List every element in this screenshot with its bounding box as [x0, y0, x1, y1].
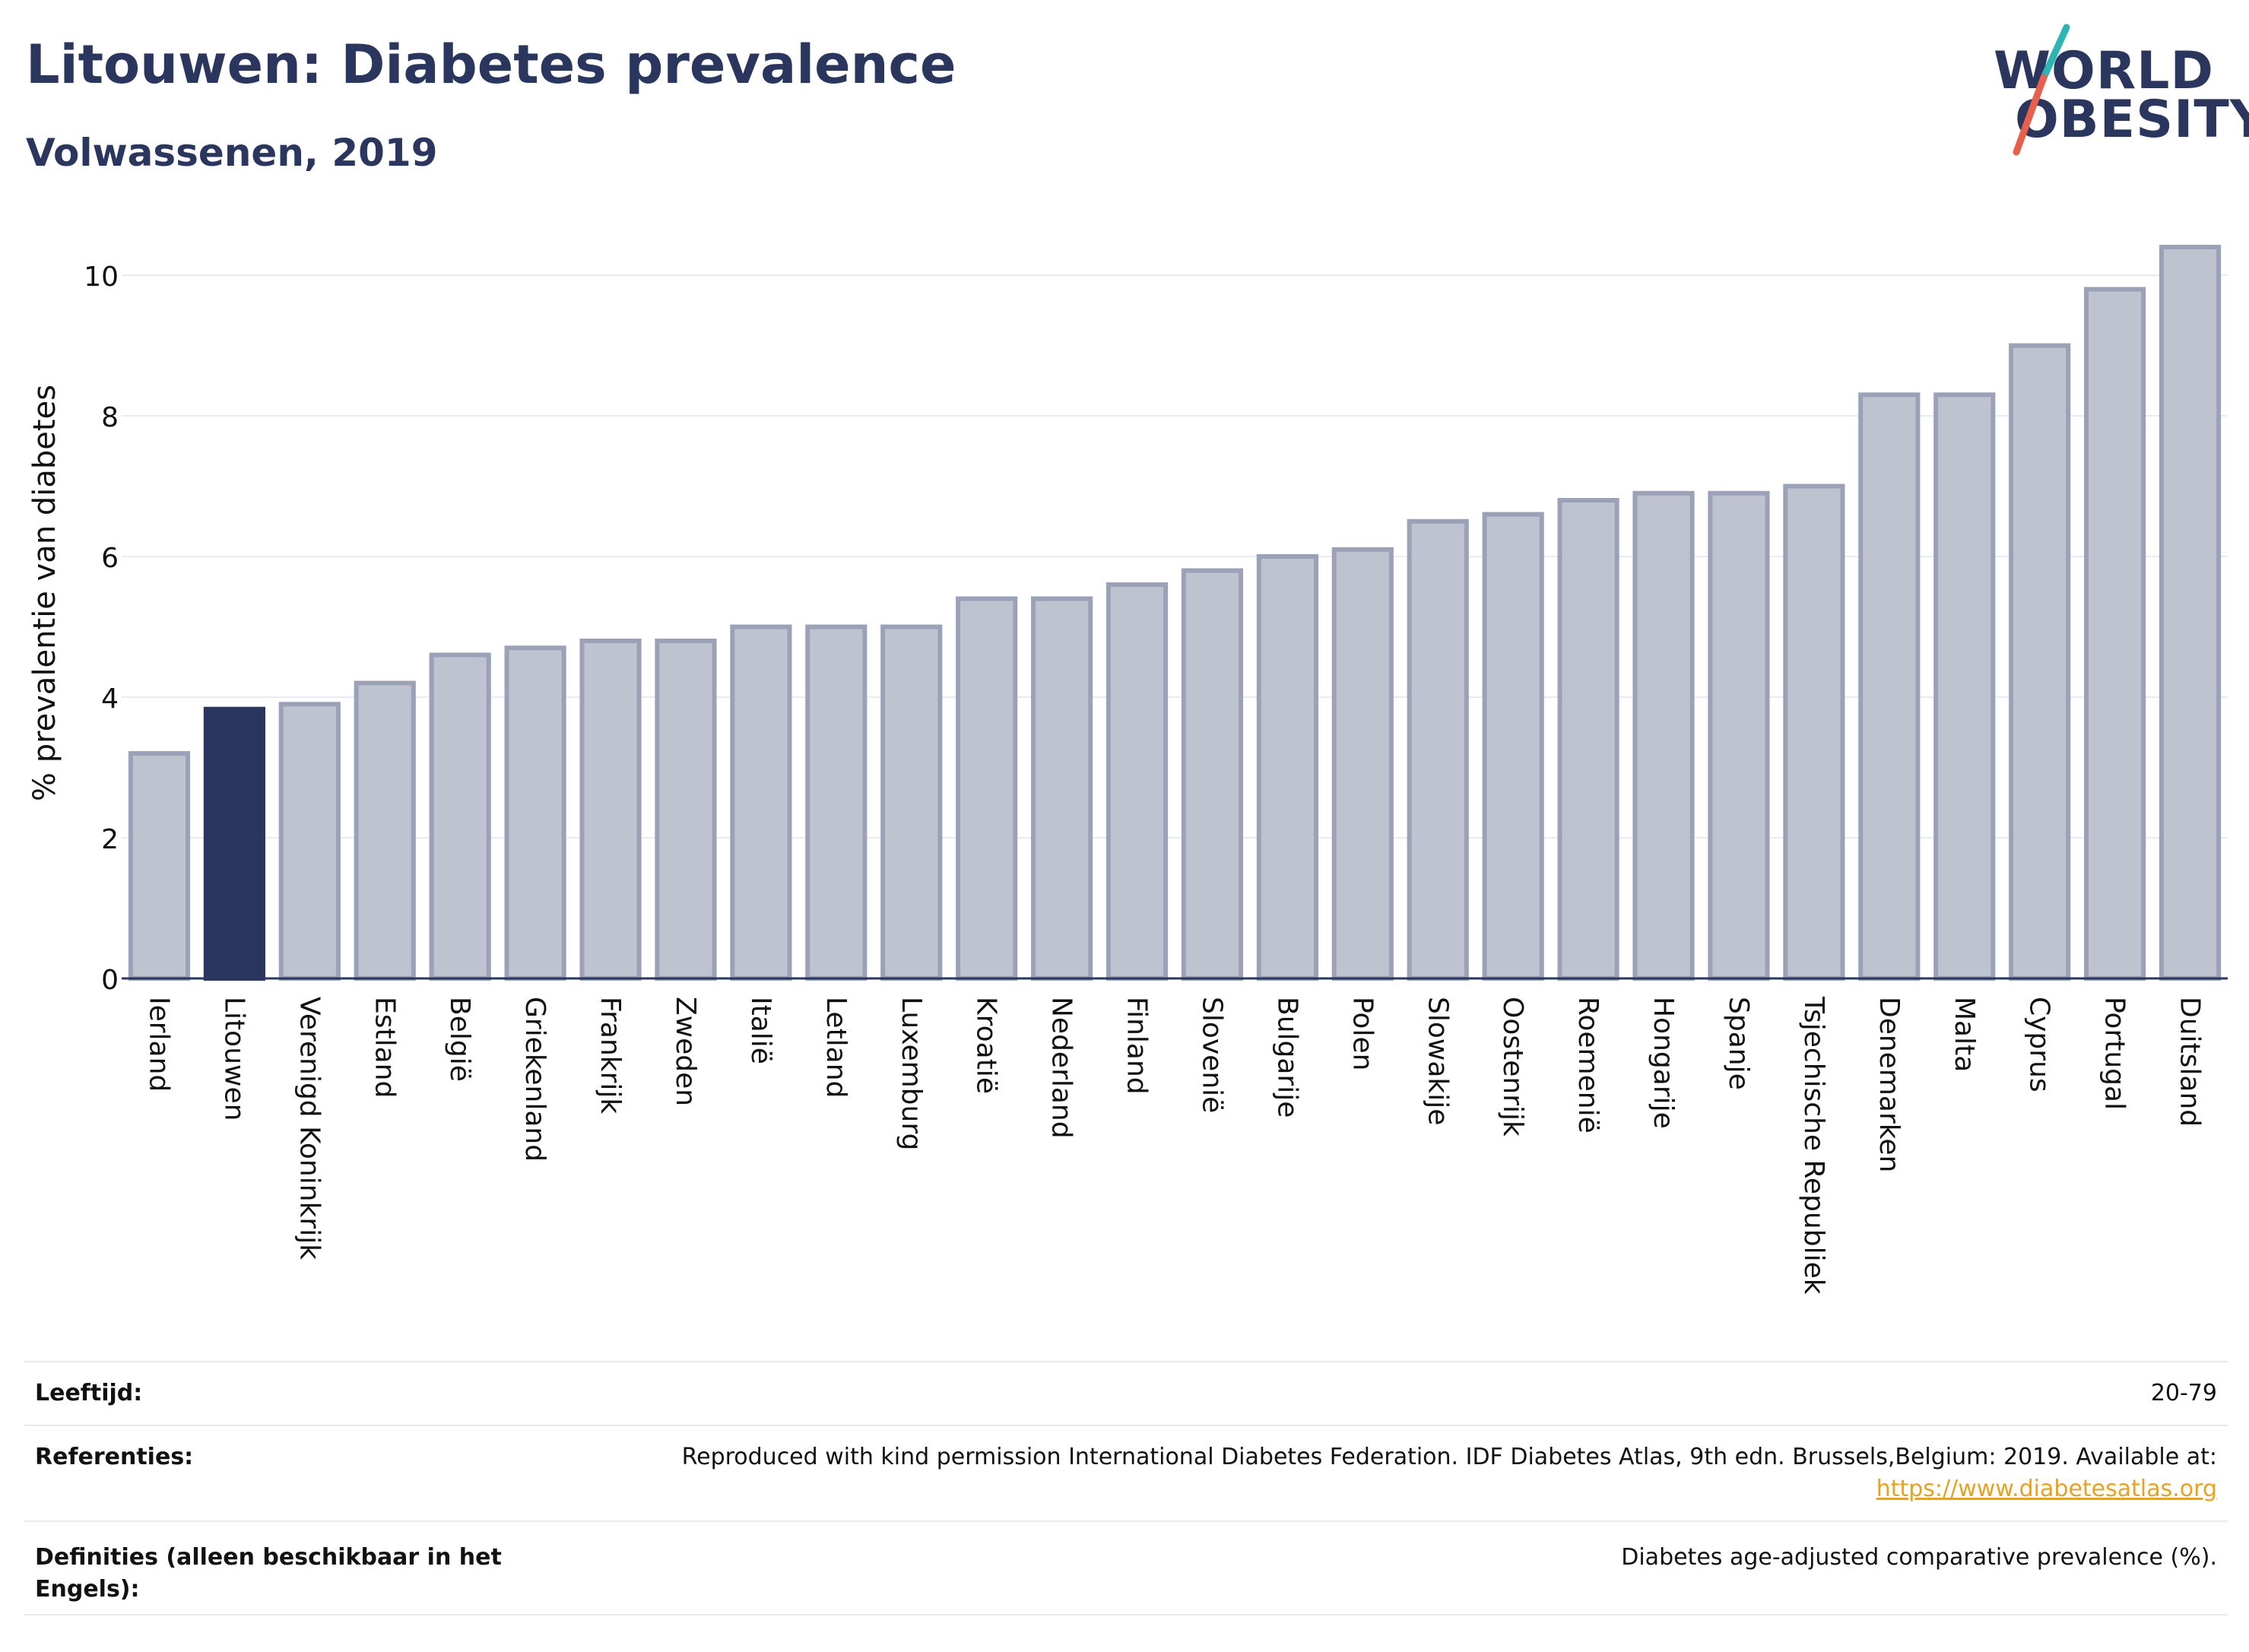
y-tick-label: 8: [101, 402, 119, 433]
x-tick-label: Polen: [1347, 997, 1378, 1070]
x-tick-label: Litouwen: [218, 997, 249, 1121]
x-tick-label: Finland: [1121, 997, 1153, 1095]
info-value: Reproduced with kind permission Internat…: [682, 1441, 2217, 1505]
bar-verenigd-koninkrijk: [278, 702, 341, 981]
y-tick-labels: 0 2 4 6 8 10: [84, 262, 119, 996]
bar-bulgarije: [1256, 554, 1318, 981]
bar-kroatië: [956, 596, 1018, 981]
x-tick-label: Duitsland: [2174, 997, 2206, 1127]
x-tick-label: Zweden: [670, 997, 701, 1106]
info-key: Leeftijd:: [35, 1380, 143, 1406]
info-table: Leeftijd: 20-79 Referenties: Reproduced …: [24, 1361, 2228, 1618]
logo-line-1: WORLD: [1994, 41, 2214, 101]
bar-tsjechische-republiek: [1783, 484, 1845, 981]
y-tick-label: 10: [84, 262, 119, 293]
x-tick-label: Spanje: [1723, 997, 1754, 1090]
info-key: Referenties:: [35, 1444, 194, 1470]
x-tick-label: Oostenrijk: [1497, 997, 1528, 1137]
x-tick-label: Malta: [1949, 997, 1980, 1072]
bar-finland: [1105, 582, 1169, 981]
bar-zweden: [655, 639, 717, 981]
x-tick-label: Tsjechische Republiek: [1798, 996, 1829, 1295]
x-tick-label: Cyprus: [2024, 997, 2055, 1092]
info-value: 20-79: [2150, 1380, 2217, 1406]
x-tick-labels: Ierland Litouwen Verenigd Koninkrijk Estlan…: [143, 996, 2205, 1295]
reference-link[interactable]: https://www.diabetesatlas.org: [1876, 1476, 2217, 1502]
bar-denemarken: [1858, 392, 1921, 981]
info-value: Diabetes age-adjusted comparative preval…: [1621, 1544, 2217, 1571]
world-obesity-logo: WORLD OBESITY: [1977, 23, 2249, 160]
bar-estland: [354, 680, 416, 981]
logo-line-2: OBESITY: [2015, 90, 2249, 150]
bar-slovenië: [1181, 568, 1244, 981]
bar-polen: [1331, 547, 1394, 981]
x-tick-label: Denemarken: [1873, 997, 1905, 1172]
bar-ierland: [128, 751, 191, 981]
bars: [128, 245, 2222, 981]
chart-title: Litouwen: Diabetes prevalence: [26, 33, 956, 96]
x-tick-label: Hongarije: [1648, 997, 1679, 1129]
x-tick-label: Letland: [820, 997, 852, 1098]
x-tick-label: Ierland: [143, 997, 174, 1092]
bar-hongarije: [1632, 490, 1695, 981]
info-key: Definities (alleen beschikbaar in het En…: [35, 1544, 502, 1603]
x-tick-label: Slovenië: [1196, 997, 1227, 1113]
bar-nederland: [1031, 596, 1093, 981]
bar-malta: [1933, 392, 1996, 981]
bar-duitsland: [2159, 245, 2222, 981]
bar-litouwen: [203, 706, 265, 981]
x-tick-label: Bulgarije: [1271, 997, 1302, 1118]
info-row-age: Leeftijd: 20-79: [24, 1361, 2228, 1425]
chart-subtitle: Volwassenen, 2019: [26, 131, 438, 175]
bar-portugal: [2084, 287, 2146, 981]
y-axis-label: % prevalentie van diabetes: [27, 385, 62, 801]
logo-slash-icon: [2013, 24, 2070, 156]
bar-belgië: [429, 652, 491, 981]
x-tick-label: Slowakije: [1422, 997, 1453, 1125]
y-tick-label: 4: [101, 683, 119, 715]
x-tick-label: België: [444, 997, 475, 1082]
y-tick-label: 0: [101, 965, 119, 996]
bar-slowakije: [1407, 518, 1469, 981]
bar-spanje: [1708, 490, 1770, 981]
bar-frankrijk: [579, 639, 642, 981]
bar-luxemburg: [880, 624, 943, 981]
x-tick-label: Nederland: [1046, 997, 1077, 1139]
reference-text: Reproduced with kind permission Internat…: [681, 1444, 2217, 1470]
x-tick-label: Portugal: [2099, 997, 2130, 1110]
x-tick-label: Roemenië: [1572, 997, 1603, 1134]
bar-italië: [730, 624, 792, 981]
bar-cyprus: [2009, 343, 2071, 981]
bar-letland: [805, 624, 868, 981]
y-tick-label: 6: [101, 543, 119, 574]
x-tick-label: Italië: [745, 997, 776, 1064]
x-tick-label: Luxemburg: [896, 997, 927, 1150]
x-tick-label: Kroatië: [971, 997, 1002, 1094]
x-tick-label: Verenigd Koninkrijk: [293, 997, 325, 1260]
bar-griekenland: [504, 645, 566, 981]
bar-roemenië: [1557, 498, 1619, 981]
bar-chart: 0 2 4 6 8 10 Ierland Litouwen Verenigd Koninkri…: [27, 245, 2228, 1295]
table-bottom-border: [24, 1614, 2228, 1616]
x-tick-label: Frankrijk: [595, 997, 626, 1114]
info-row-definitions: Definities (alleen beschikbaar in het En…: [24, 1520, 2228, 1618]
info-row-references: Referenties: Reproduced with kind permis…: [24, 1425, 2228, 1520]
x-tick-label: Estland: [369, 997, 400, 1098]
bar-oostenrijk: [1482, 512, 1544, 981]
x-tick-label: Griekenland: [519, 997, 550, 1162]
y-tick-label: 2: [101, 824, 119, 855]
